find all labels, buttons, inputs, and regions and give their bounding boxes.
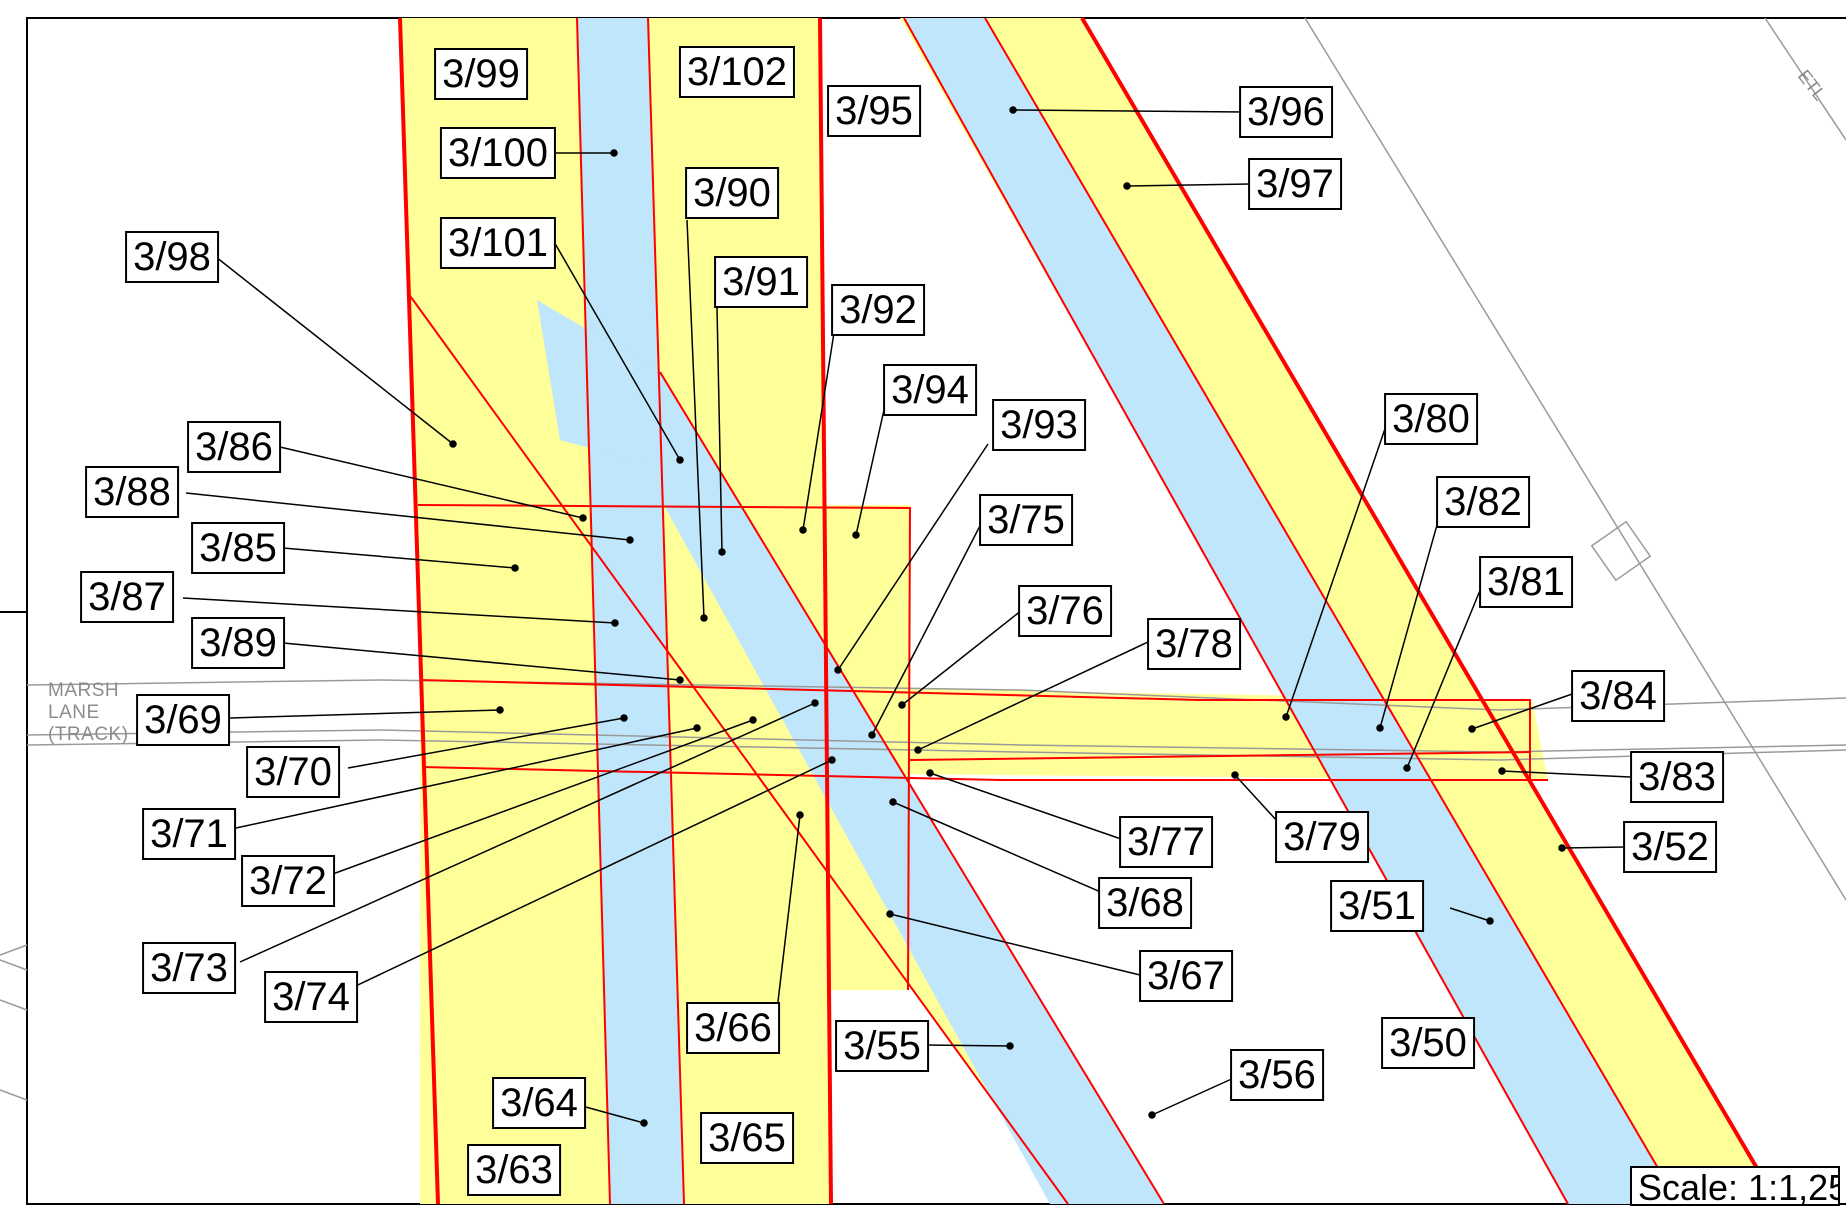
parcel-label[interactable]: 3/51	[1330, 880, 1424, 932]
blue-strips	[537, 18, 1679, 1204]
parcel-label[interactable]: 3/50	[1381, 1017, 1475, 1069]
parcel-label[interactable]: 3/73	[142, 942, 236, 994]
parcel-label[interactable]: 3/74	[264, 971, 358, 1023]
parcel-label[interactable]: 3/95	[827, 85, 921, 137]
parcel-label[interactable]: 3/85	[191, 522, 285, 574]
road-label-line3: (TRACK)	[48, 724, 129, 745]
parcel-label[interactable]: 3/98	[125, 231, 219, 283]
parcel-label[interactable]: 3/55	[835, 1020, 929, 1072]
parcel-label[interactable]: 3/70	[246, 746, 340, 798]
parcel-label[interactable]: 3/78	[1147, 618, 1241, 670]
parcel-label[interactable]: 3/94	[883, 364, 977, 416]
parcel-label[interactable]: 3/99	[434, 48, 528, 100]
parcel-label[interactable]: 3/69	[136, 694, 230, 746]
parcel-label[interactable]: 3/90	[685, 167, 779, 219]
parcel-label[interactable]: 3/56	[1230, 1049, 1324, 1101]
parcel-label[interactable]: 3/71	[142, 808, 236, 860]
parcel-label[interactable]: 3/102	[678, 46, 796, 98]
parcel-label[interactable]: 3/72	[241, 855, 335, 907]
parcel-label[interactable]: 3/67	[1139, 950, 1233, 1002]
parcel-label[interactable]: 3/75	[979, 494, 1073, 546]
parcel-label[interactable]: 3/80	[1384, 393, 1478, 445]
road-label-line1: MARSH	[48, 680, 120, 701]
parcel-label[interactable]: 3/89	[191, 617, 285, 669]
parcel-label[interactable]: 3/86	[187, 421, 281, 473]
parcel-label[interactable]: 3/82	[1436, 476, 1530, 528]
parcel-label[interactable]: 3/77	[1119, 816, 1213, 868]
red-boundaries	[398, 16, 1780, 1206]
parcel-label[interactable]: 3/96	[1239, 86, 1333, 138]
parcel-label[interactable]: 3/88	[85, 466, 179, 518]
parcel-label[interactable]: 3/66	[686, 1002, 780, 1054]
parcel-label[interactable]: 3/97	[1248, 158, 1342, 210]
parcel-label[interactable]: 3/79	[1275, 811, 1369, 863]
parcel-label[interactable]: 3/83	[1630, 751, 1724, 803]
parcel-label[interactable]: 3/81	[1479, 556, 1573, 608]
parcel-label[interactable]: 3/65	[700, 1112, 794, 1164]
parcel-label[interactable]: 3/63	[467, 1144, 561, 1196]
parcel-label[interactable]: 3/87	[80, 571, 174, 623]
road-label-line2: LANE	[48, 702, 100, 723]
parcel-label[interactable]: 3/68	[1098, 877, 1192, 929]
parcel-label[interactable]: 3/64	[492, 1077, 586, 1129]
parcel-label[interactable]: 3/93	[992, 399, 1086, 451]
parcel-label[interactable]: 3/84	[1571, 670, 1665, 722]
parcel-label[interactable]: 3/76	[1018, 585, 1112, 637]
parcel-label[interactable]: 3/91	[714, 256, 808, 308]
grey-lines	[0, 17, 1846, 1101]
leader-lines	[182, 106, 1631, 1127]
parcel-label[interactable]: 3/92	[831, 284, 925, 336]
road-label: MARSH LANE (TRACK)	[48, 680, 129, 746]
parcel-label[interactable]: 3/52	[1623, 821, 1717, 873]
scale-box: Scale: 1:1,250	[1630, 1166, 1840, 1206]
parcel-label[interactable]: 3/100	[439, 127, 557, 179]
parcel-label[interactable]: 3/101	[439, 217, 557, 269]
